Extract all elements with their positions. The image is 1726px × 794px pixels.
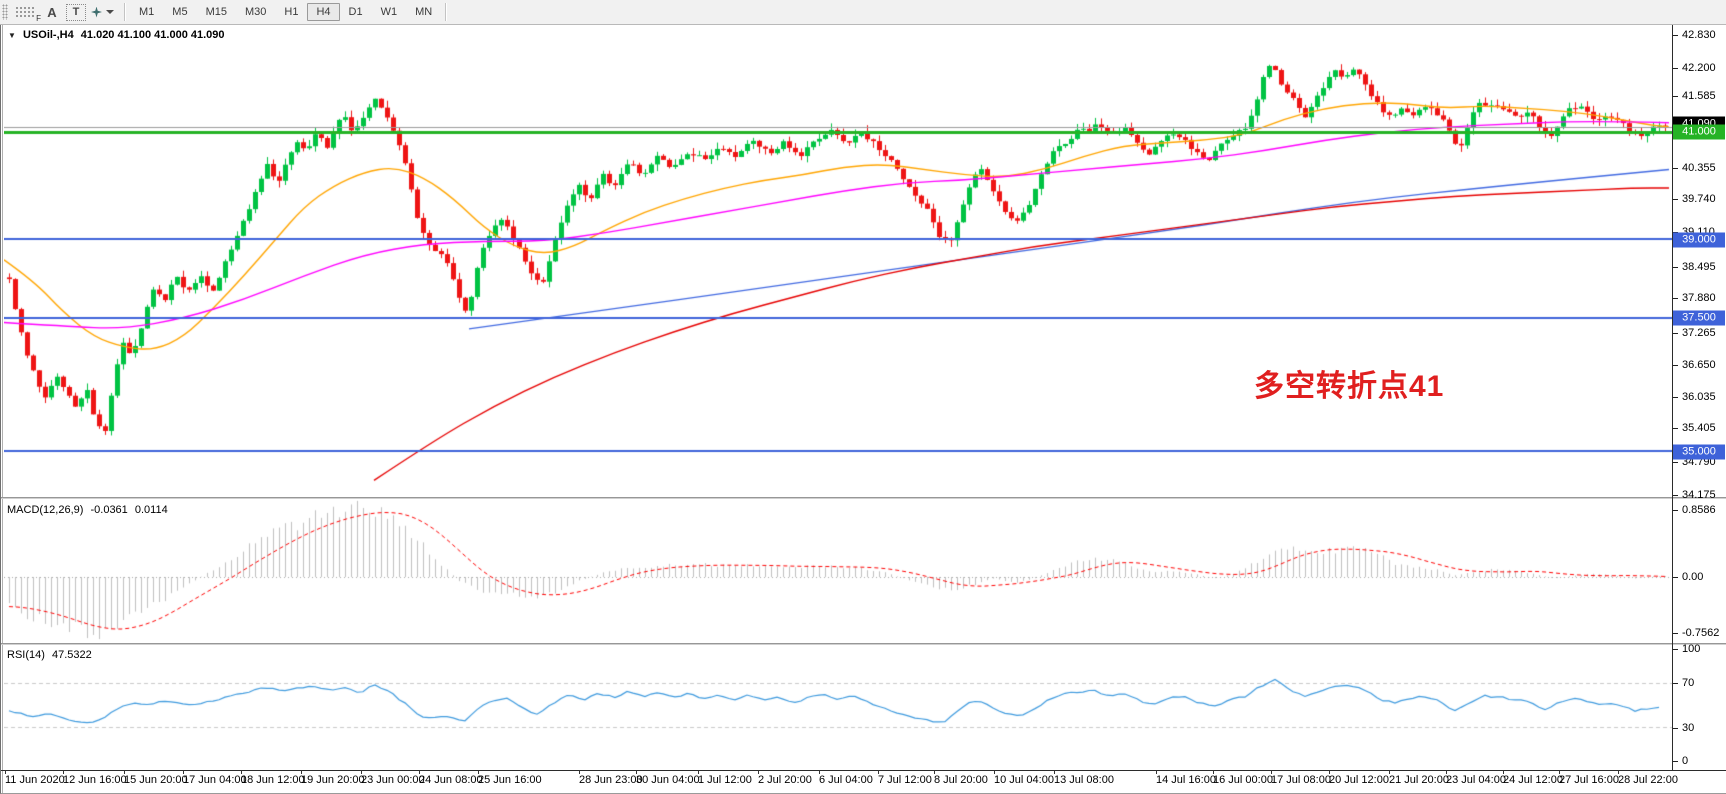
price-level-tag: 37.500 [1673, 310, 1725, 326]
rsi-panel-canvas[interactable] [4, 645, 1672, 770]
toolbar: F A T M1 M5 M15 M30 H1 H4 D1 W1 MN [0, 0, 1726, 25]
time-axis-label: 28 Jul 22:00 [1618, 770, 1678, 786]
axis-tick-label: -0.7562 [1673, 627, 1719, 639]
text-tool-icon[interactable]: T [66, 3, 86, 21]
time-axis-label: 24 Jun 08:00 [419, 770, 483, 786]
timeframe-button-m30[interactable]: M30 [244, 6, 267, 18]
axis-tick-label: 0 [1673, 755, 1688, 767]
time-axis-label: 17 Jul 08:00 [1271, 770, 1331, 786]
price-level-tag: 41.000 [1673, 124, 1725, 140]
rsi-header: RSI(14) 47.5322 [7, 649, 96, 661]
chart-annotation: 多空转折点41 [1254, 370, 1445, 403]
time-axis-label: 18 Jun 12:00 [241, 770, 305, 786]
time-axis-label: 23 Jun 00:00 [361, 770, 425, 786]
time-axis-label: 6 Jul 04:00 [819, 770, 873, 786]
macd-header: MACD(12,26,9) -0.0361 0.0114 [7, 504, 172, 516]
axis-tick-label: 40.355 [1673, 162, 1716, 174]
axis-tick-label: 37.265 [1673, 327, 1716, 339]
time-axis-label: 25 Jun 16:00 [478, 770, 542, 786]
axis-tick-label: 42.830 [1673, 29, 1716, 41]
timeframe-button-mn[interactable]: MN [415, 6, 433, 18]
axis-tick-label: 41.585 [1673, 90, 1716, 102]
timeframe-button-group: M1 M5 M15 M30 H1 H4 D1 W1 MN [130, 3, 441, 21]
timeframe-button-m5[interactable]: M5 [172, 6, 188, 18]
axis-tick-label: 42.200 [1673, 62, 1716, 74]
price-axis-border [1672, 25, 1673, 770]
grid-f-label: F [36, 14, 41, 23]
axis-tick-label: 34.790 [1673, 456, 1716, 468]
macd-label: MACD(12,26,9) [7, 504, 84, 516]
time-axis-label: 1 Jul 12:00 [698, 770, 752, 786]
star-icon [91, 6, 102, 18]
time-axis-label: 7 Jul 12:00 [878, 770, 932, 786]
time-axis-label: 14 Jul 16:00 [1156, 770, 1216, 786]
time-axis-label: 20 Jul 12:00 [1329, 770, 1389, 786]
timeframe-button-h4[interactable]: H4 [307, 3, 340, 21]
time-axis-label: 30 Jun 04:00 [636, 770, 700, 786]
time-axis-label: 24 Jul 12:00 [1503, 770, 1563, 786]
timeframe-button-w1[interactable]: W1 [380, 6, 398, 18]
symbol-label: USOil-,H4 [22, 29, 74, 41]
time-axis-label: 17 Jun 04:00 [183, 770, 247, 786]
time-axis-label: 8 Jul 20:00 [934, 770, 988, 786]
symbol-dropdown-icon[interactable]: ▼ [8, 31, 16, 40]
axis-tick-label: 38.495 [1673, 261, 1716, 273]
axis-tick-label: 39.740 [1673, 193, 1716, 205]
time-axis-label: 10 Jul 04:00 [994, 770, 1054, 786]
time-axis-label: 2 Jul 20:00 [758, 770, 812, 786]
timeframe-button-m1[interactable]: M1 [139, 6, 155, 18]
macd-signal-value: 0.0114 [134, 504, 168, 516]
time-axis-label: 21 Jul 20:00 [1389, 770, 1449, 786]
timeframe-button-d1[interactable]: D1 [348, 6, 363, 18]
axis-tick-label: 70 [1673, 677, 1694, 689]
axis-tick-label: 0.00 [1673, 571, 1703, 583]
chart-window: ▼ USOil-,H4 41.020 41.100 41.000 41.090 … [0, 25, 1726, 794]
font-tool-icon[interactable]: A [47, 4, 57, 20]
axis-tick-label: 35.405 [1673, 422, 1716, 434]
axis-tick-label: 36.035 [1673, 391, 1716, 403]
candlestick-chart-canvas[interactable] [4, 25, 1672, 497]
snap-grid-icon[interactable]: F [13, 3, 41, 23]
axis-tick-label: 36.650 [1673, 359, 1716, 371]
time-axis-label: 23 Jul 04:00 [1446, 770, 1506, 786]
timeframe-button-m15[interactable]: M15 [205, 6, 227, 18]
axis-tick-label: 30 [1673, 722, 1694, 734]
time-axis-label: 12 Jun 16:00 [63, 770, 127, 786]
time-axis-label: 11 Jun 2020 [5, 770, 65, 786]
axis-tick-label: 0.8586 [1673, 504, 1716, 516]
time-axis-label: 16 Jul 00:00 [1213, 770, 1273, 786]
toolbar-grip[interactable] [2, 4, 8, 20]
time-axis-label: 19 Jun 20:00 [301, 770, 365, 786]
price-level-tag: 39.000 [1673, 232, 1725, 248]
ohlc-readout: 41.020 41.100 41.000 41.090 [80, 29, 225, 41]
rsi-label: RSI(14) [7, 649, 45, 661]
price-level-tag: 41.090 [1673, 116, 1725, 132]
chart-title: ▼ USOil-,H4 41.020 41.100 41.000 41.090 [8, 29, 229, 41]
grid-dots-icon [15, 6, 36, 18]
axis-tick-label: 39.110 [1673, 226, 1715, 238]
time-axis-border [1, 770, 1726, 771]
indicator-tool-icon[interactable] [91, 2, 102, 22]
dropdown-caret-icon[interactable] [106, 10, 114, 14]
axis-tick-label: 37.880 [1673, 292, 1716, 304]
panel-separator[interactable] [1, 643, 1726, 645]
timeframe-button-h1[interactable]: H1 [284, 6, 299, 18]
rsi-value: 47.5322 [51, 649, 92, 661]
toolbar-separator [445, 3, 448, 21]
panel-separator[interactable] [1, 497, 1726, 499]
axis-tick-label: 34.175 [1673, 489, 1716, 501]
macd-main-value: -0.0361 [90, 504, 128, 516]
toolbar-separator [124, 3, 126, 21]
time-axis-label: 27 Jul 16:00 [1559, 770, 1619, 786]
macd-panel-canvas[interactable] [4, 500, 1672, 643]
price-level-tag: 35.000 [1673, 444, 1725, 460]
window-edge [1, 25, 3, 793]
time-axis-label: 15 Jun 20:00 [124, 770, 188, 786]
time-axis-label: 13 Jul 08:00 [1054, 770, 1114, 786]
time-axis-label: 28 Jun 23:00 [579, 770, 643, 786]
